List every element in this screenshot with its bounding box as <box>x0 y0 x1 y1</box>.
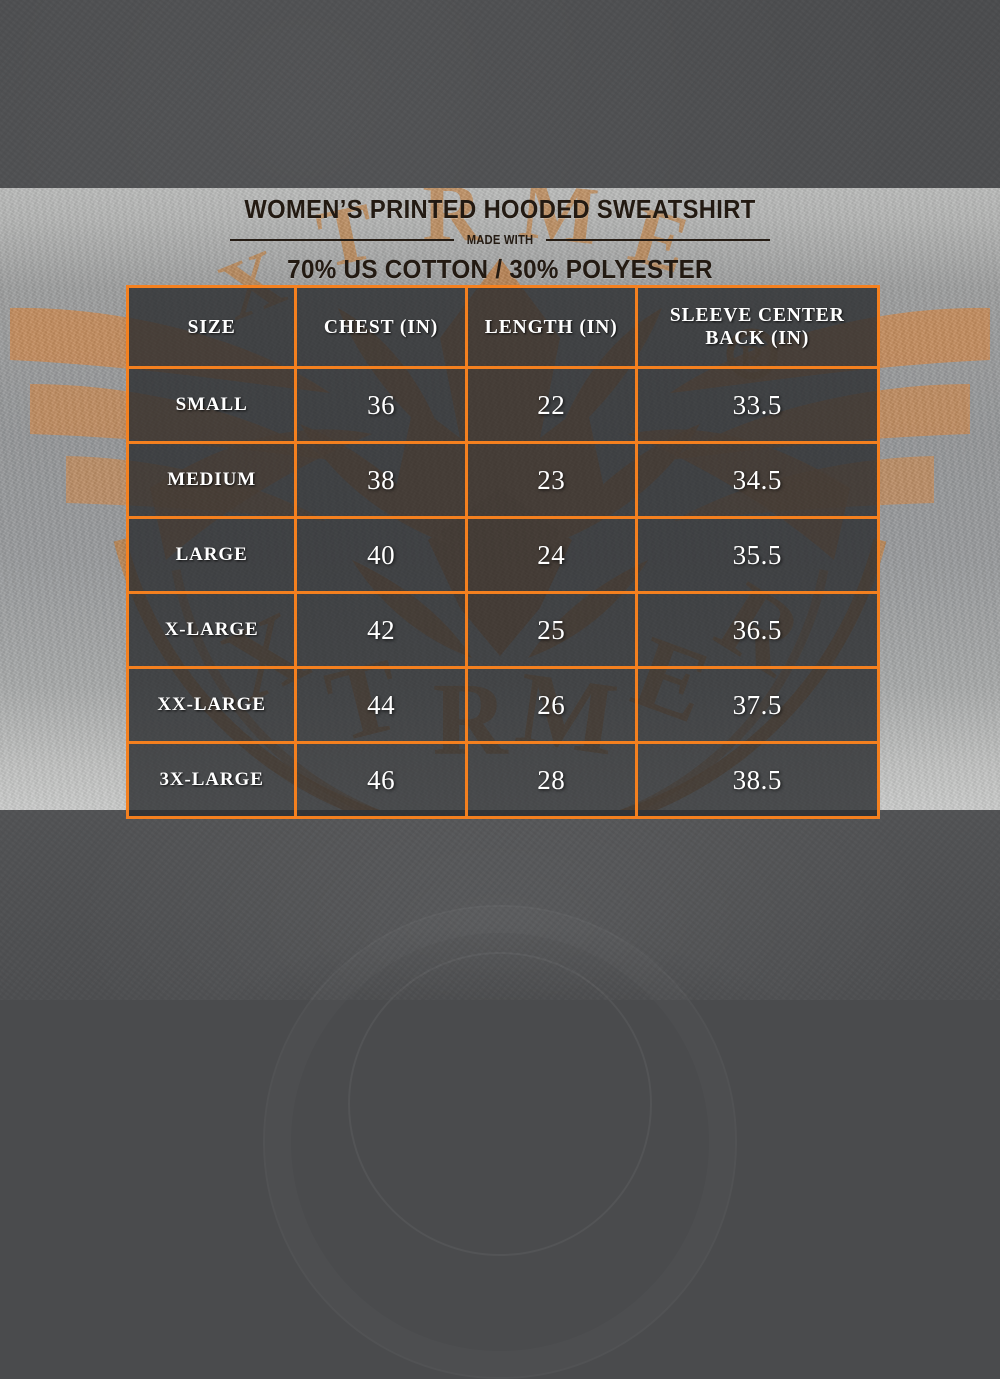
cell-length: 23 <box>467 444 638 519</box>
cell-size: SMALL <box>129 369 298 444</box>
cell-size: LARGE <box>129 519 298 594</box>
made-with-label: MADE WITH <box>466 233 534 247</box>
rule-right <box>546 239 771 241</box>
column-header-length: LENGTH (IN) <box>467 288 638 369</box>
table-row: X-LARGE 42 25 36.5 <box>129 594 877 669</box>
column-header-sleeve: SLEEVE CENTER BACK (IN) <box>637 288 877 369</box>
cell-chest: 38 <box>297 444 468 519</box>
cell-chest: 42 <box>297 594 468 669</box>
cell-chest: 36 <box>297 369 468 444</box>
cell-length: 26 <box>467 669 638 744</box>
cell-chest: 46 <box>297 744 468 816</box>
size-chart-table: SIZE CHEST (IN) LENGTH (IN) SLEEVE CENTE… <box>126 285 880 819</box>
size-chart-table-wrapper: SIZE CHEST (IN) LENGTH (IN) SLEEVE CENTE… <box>126 285 880 819</box>
table-row: MEDIUM 38 23 34.5 <box>129 444 877 519</box>
header-block: WOMEN’S PRINTED HOODED SWEATSHIRT MADE W… <box>0 196 1000 285</box>
page-title: WOMEN’S PRINTED HOODED SWEATSHIRT <box>244 196 756 224</box>
table-header-row: SIZE CHEST (IN) LENGTH (IN) SLEEVE CENTE… <box>129 288 877 369</box>
cell-size: X-LARGE <box>129 594 298 669</box>
rule-left <box>230 239 454 241</box>
cell-chest: 44 <box>297 669 468 744</box>
cell-sleeve: 33.5 <box>637 369 877 444</box>
cell-length: 25 <box>467 594 638 669</box>
made-with-row: MADE WITH <box>0 233 1000 247</box>
cell-size: 3X-LARGE <box>129 744 298 816</box>
table-row: 3X-LARGE 46 28 38.5 <box>129 744 877 816</box>
cell-size: XX-LARGE <box>129 669 298 744</box>
table-row: LARGE 40 24 35.5 <box>129 519 877 594</box>
column-header-chest: CHEST (IN) <box>297 288 468 369</box>
cell-length: 22 <box>467 369 638 444</box>
svg-text:R: R <box>422 188 482 258</box>
backdrop-ghost-ring-inner-icon <box>348 952 652 1256</box>
cell-sleeve: 35.5 <box>637 519 877 594</box>
table-body: SMALL 36 22 33.5 MEDIUM 38 23 34.5 LARGE… <box>129 369 877 816</box>
cell-sleeve: 34.5 <box>637 444 877 519</box>
cell-size: MEDIUM <box>129 444 298 519</box>
cell-sleeve: 36.5 <box>637 594 877 669</box>
cell-length: 24 <box>467 519 638 594</box>
cell-sleeve: 37.5 <box>637 669 877 744</box>
table-header: SIZE CHEST (IN) LENGTH (IN) SLEEVE CENTE… <box>129 288 877 369</box>
composition-text: 70% US COTTON / 30% POLYESTER <box>287 256 713 284</box>
column-header-size: SIZE <box>129 288 298 369</box>
cell-sleeve: 38.5 <box>637 744 877 816</box>
cell-length: 28 <box>467 744 638 816</box>
table-row: XX-LARGE 44 26 37.5 <box>129 669 877 744</box>
svg-text:M: M <box>516 188 602 262</box>
cell-chest: 40 <box>297 519 468 594</box>
table-row: SMALL 36 22 33.5 <box>129 369 877 444</box>
